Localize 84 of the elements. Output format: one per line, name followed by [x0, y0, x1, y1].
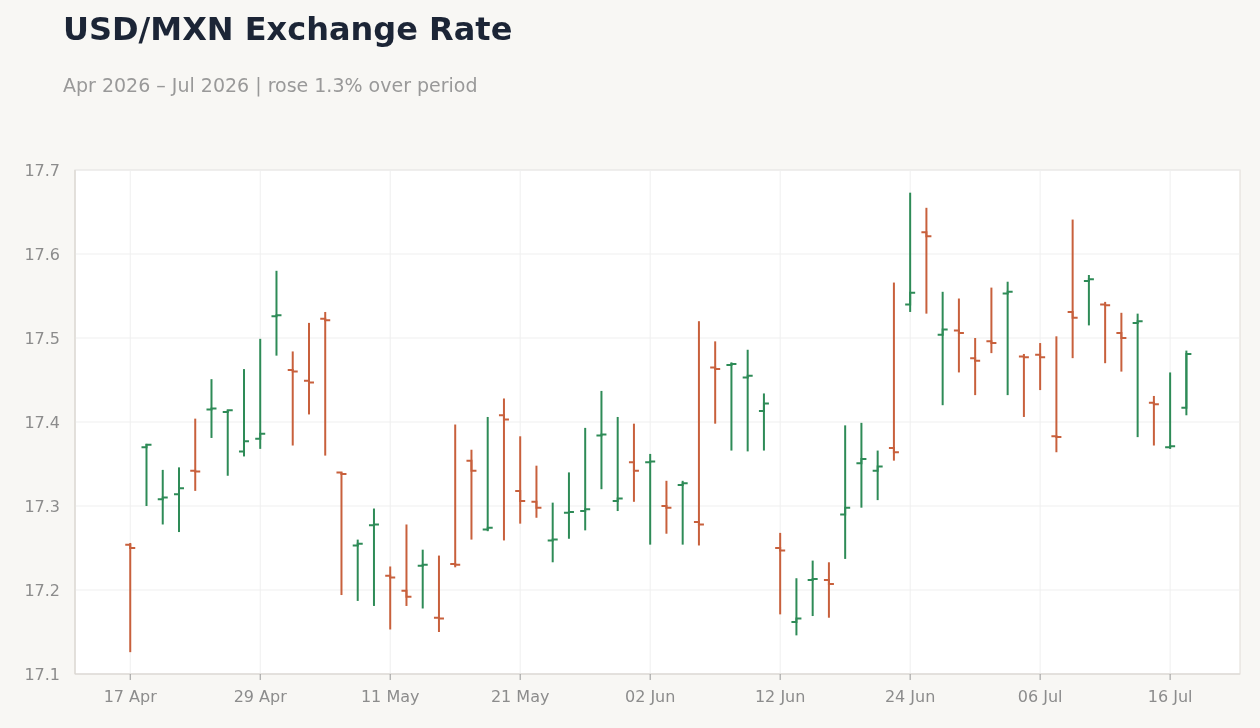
candlestick [221, 409, 234, 477]
candlestick [920, 206, 933, 315]
candlestick [140, 442, 153, 507]
candlestick [1099, 300, 1112, 365]
candlestick [384, 565, 397, 631]
candlestick [449, 423, 462, 569]
y-tick-label: 17.1 [24, 664, 60, 684]
candlestick [904, 191, 917, 313]
candlestick [156, 468, 169, 526]
y-tick-label: 17.6 [24, 244, 60, 264]
candlestick [416, 548, 429, 610]
candlestick [254, 337, 267, 450]
y-tick-label: 17.5 [24, 328, 60, 348]
candlestick [627, 422, 640, 503]
candlestick [887, 281, 900, 462]
candlestick [644, 452, 657, 546]
candlestick [302, 321, 315, 416]
x-tick-label: 11 May [360, 687, 420, 706]
candlestick [709, 340, 722, 425]
candlestick [465, 448, 478, 541]
candlestick [579, 426, 592, 532]
x-tick-label: 02 Jun [624, 687, 676, 706]
candlestick [400, 523, 413, 607]
candlestick [969, 337, 982, 397]
x-tick-label: 24 Jun [884, 687, 936, 706]
candlestick [367, 507, 380, 607]
candlestick [725, 361, 738, 452]
candlestick [660, 479, 673, 535]
candlestick [481, 415, 494, 533]
candlestick [514, 435, 527, 525]
candlestick [741, 348, 754, 453]
candlestick [1147, 394, 1160, 447]
candlestick [432, 554, 445, 633]
candlestick [985, 286, 998, 355]
candlestick [270, 269, 283, 357]
candlestick [124, 541, 137, 654]
candlestick [237, 368, 250, 458]
x-tick-label: 16 Jul [1147, 687, 1193, 706]
candlestick [205, 378, 218, 439]
candlestick [676, 479, 689, 546]
candlestick [855, 421, 868, 509]
candlestick [692, 320, 705, 547]
candlestick [1164, 371, 1177, 450]
candlestick [1034, 342, 1047, 392]
candlestick [1180, 349, 1193, 417]
candlestick [562, 471, 575, 540]
candlestick [1066, 218, 1079, 360]
x-tick-label: 21 May [490, 687, 550, 706]
chart-subtitle: Apr 2026 – Jul 2026 | rose 1.3% over period [63, 74, 478, 97]
y-tick-label: 17.3 [24, 496, 60, 516]
candlestick [595, 389, 608, 491]
x-tick-label: 17 Apr [103, 687, 158, 706]
candlestick [822, 561, 835, 619]
candlestick [286, 350, 299, 447]
x-tick-label: 12 Jun [754, 687, 806, 706]
candlestick [757, 392, 770, 452]
candlestick [497, 397, 510, 542]
candlestick [546, 501, 559, 564]
candlestick [351, 538, 364, 602]
candlestick [335, 471, 348, 597]
x-tick-label: 29 Apr [233, 687, 288, 706]
candlestick [952, 297, 965, 374]
candlestick [790, 577, 803, 637]
candlestick [319, 310, 332, 457]
candlestick [774, 531, 787, 616]
candlestick [189, 417, 202, 492]
candlestick [611, 415, 624, 513]
candlestick [806, 559, 819, 618]
y-tick-label: 17.2 [24, 580, 60, 600]
x-tick-label: 06 Jul [1017, 687, 1063, 706]
y-tick-label: 17.4 [24, 412, 60, 432]
chart-title: USD/MXN Exchange Rate [63, 10, 513, 48]
candlestick [1050, 335, 1063, 454]
candlestick [871, 449, 884, 502]
candlestick [1115, 311, 1128, 373]
candlestick [172, 466, 185, 534]
candlestick [1082, 274, 1095, 327]
candlestick [530, 464, 543, 519]
candlestick [1131, 312, 1144, 439]
candlestick [1017, 352, 1030, 418]
candlestick [936, 290, 949, 407]
candlestick [1001, 280, 1014, 397]
y-tick-label: 17.7 [24, 160, 60, 180]
candlestick [839, 424, 852, 560]
